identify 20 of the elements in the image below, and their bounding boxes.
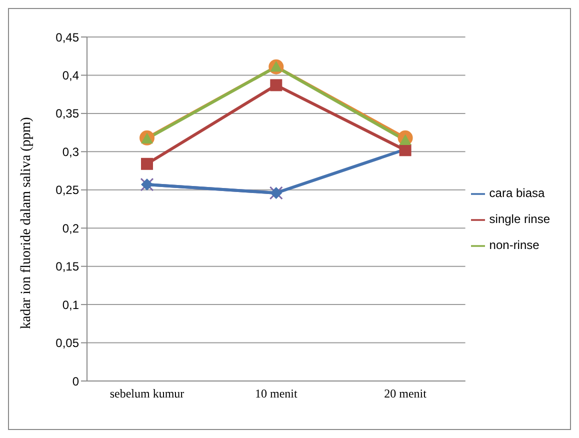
x-tick-label: 20 menit — [384, 386, 428, 401]
x-tick-label: 10 menit — [254, 386, 298, 401]
point — [399, 134, 412, 145]
y-tick-label: 0,35 — [56, 106, 80, 121]
legend-label: cara biasa — [489, 186, 545, 200]
y-tick-label: 0 — [72, 374, 80, 388]
point — [270, 79, 282, 92]
point — [141, 158, 153, 170]
y-tick-label: 0,05 — [56, 336, 80, 350]
legend-label: single rinse — [489, 212, 550, 226]
y-tick-label: 0,1 — [62, 298, 80, 312]
y-tick-label: 0,3 — [62, 144, 80, 159]
y-axis-title: kadar ion fluoride dalam saliva (ppm) — [18, 116, 34, 329]
y-tick-label: 0,45 — [56, 30, 80, 44]
y-tick-label: 0,15 — [56, 260, 80, 274]
y-tick-label: 0,2 — [62, 221, 80, 236]
y-tick-label: 0,25 — [56, 183, 80, 198]
x-tick-label: sebelum kumur — [110, 386, 184, 401]
y-tick-label: 0,4 — [62, 68, 80, 82]
legend-label: non-rinse — [489, 238, 540, 252]
